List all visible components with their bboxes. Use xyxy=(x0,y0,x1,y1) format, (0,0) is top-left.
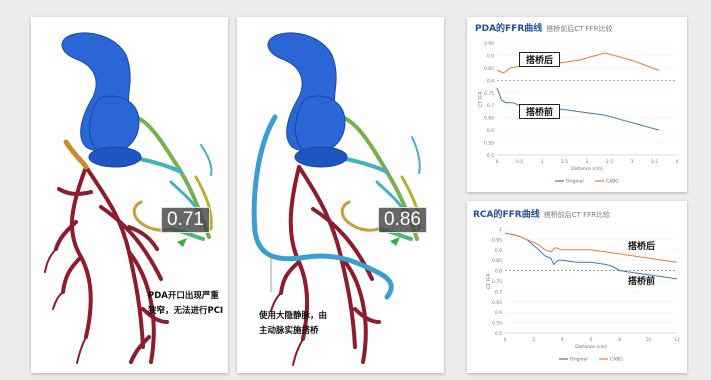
lesion-note-line1: PDA开口出现严重 xyxy=(148,291,219,301)
x-tick-label: 10 xyxy=(645,337,651,343)
x-tick-label: 2 xyxy=(532,337,535,343)
aorta xyxy=(267,32,348,168)
series-line-cabg xyxy=(504,232,678,263)
y-tick-label: 0.8 xyxy=(487,78,494,84)
annotation-before-bypass: 搭桥前 xyxy=(628,277,656,287)
ffr-value-box: 0.86 xyxy=(378,207,427,233)
chart-subtitle: 搭桥前后CT FFR比较 xyxy=(546,25,613,33)
y-axis-label: CT FFR xyxy=(478,91,484,107)
y-tick-label: 0.7 xyxy=(495,289,502,295)
legend-label: Original xyxy=(566,179,584,185)
legend-label: CABG xyxy=(606,179,619,185)
y-tick-label: 0.6 xyxy=(487,128,494,134)
x-tick-label: 2.5 xyxy=(606,159,613,165)
legend-label: Original xyxy=(570,357,588,363)
y-tick-label: 0.75 xyxy=(484,91,494,97)
y-tick-label: 0.65 xyxy=(492,300,502,306)
annotation-after-bypass: 搭桥后 xyxy=(628,242,656,252)
x-tick-label: 8 xyxy=(618,337,621,343)
left-coronary-tree xyxy=(54,165,169,364)
annotation-after-bypass: 搭桥后 xyxy=(519,52,561,67)
pre-bypass-vessel-model xyxy=(44,32,213,364)
y-tick-label: 0.85 xyxy=(484,66,494,72)
y-tick-label: 0.75 xyxy=(492,279,502,285)
lesion-note: PDA开口出现严重 狭窄，无法进行PCI xyxy=(148,289,223,319)
pre-bypass-model-panel: 0.71 PDA开口出现严重 狭窄，无法进行PCI xyxy=(31,17,228,373)
y-tick-label: 0.55 xyxy=(492,321,502,327)
rca-ffr-chart-panel: RCA的FFR曲线 搭桥前后CT FFR比较 0.5 0.55 0.6 0.65 0.7 0… xyxy=(467,201,687,373)
y-tick-label: 0.65 xyxy=(484,116,494,122)
stenosis-marker-icon xyxy=(390,237,400,246)
y-tick-label: 0.8 xyxy=(495,269,502,275)
left-coronary-tree xyxy=(279,165,381,364)
bypass-note-line1: 使用大隐静脉，由 xyxy=(259,311,328,321)
y-tick-label: 0.9 xyxy=(495,248,502,254)
bypass-note: 使用大隐静脉，由 主动脉实施搭桥 xyxy=(259,309,327,339)
y-tick-label: 0.95 xyxy=(492,237,502,243)
y-tick-label: 0.5 xyxy=(495,331,502,337)
x-axis-label: Distance (cm) xyxy=(571,166,603,172)
x-tick-label: 2 xyxy=(586,159,589,165)
y-tick-label: 0.95 xyxy=(484,41,494,47)
x-tick-label: 4 xyxy=(561,337,564,343)
x-tick-label: 0.5 xyxy=(516,159,523,165)
y-tick-label: 0.7 xyxy=(487,103,494,109)
x-tick-label: 1 xyxy=(541,159,544,165)
annotation-before-bypass: 搭桥前 xyxy=(519,104,561,119)
x-tick-label: 3 xyxy=(631,159,634,165)
x-axis-label: Distance (cm) xyxy=(575,344,607,350)
chart-title-text: RCA的FFR曲线 xyxy=(473,210,540,220)
legend-label: CABG xyxy=(610,357,623,363)
chart-subtitle: 搭桥前后CT FFR比较 xyxy=(543,211,611,219)
x-tick-label: 6 xyxy=(590,337,593,343)
post-bypass-model-panel: 0.86 使用大隐静脉，由 主动脉实施搭桥 xyxy=(237,17,444,373)
series-line-cabg xyxy=(496,52,660,74)
y-tick-label: 1 xyxy=(499,227,502,233)
x-tick-label: 1.5 xyxy=(561,159,568,165)
series-line-original xyxy=(504,232,678,280)
x-tick-label: 0 xyxy=(496,159,499,165)
bypass-note-line2: 主动脉实施搭桥 xyxy=(259,326,319,336)
post-bypass-vessel-model xyxy=(251,32,421,366)
aorta xyxy=(61,32,142,168)
y-tick-label: 0.55 xyxy=(484,141,494,147)
lesion-note-line2: 狭窄，无法进行PCI xyxy=(148,306,224,316)
x-tick-label: 0 xyxy=(504,337,507,343)
y-tick-label: 0.85 xyxy=(492,258,502,264)
pda-ffr-chart: 0.50.550.60.650.70.750.80.850.90.950 0.5 1… xyxy=(478,41,679,185)
chart-title-text: PDA的FFR曲线 xyxy=(475,24,543,34)
x-tick-label: 12 xyxy=(674,337,680,343)
x-tick-label: 4 xyxy=(676,159,679,165)
ffr-value-box: 0.71 xyxy=(161,207,210,233)
chart-title: PDA的FFR曲线 搭桥前后CT FFR比较 xyxy=(475,21,613,34)
chart-title: RCA的FFR曲线 搭桥前后CT FFR比较 xyxy=(473,207,610,220)
bypass-graft xyxy=(251,114,394,300)
y-tick-label: 0.9 xyxy=(487,53,494,59)
x-tick-label: 3.5 xyxy=(651,159,658,165)
y-axis-label: CT FFR xyxy=(486,273,492,289)
y-tick-label: 0.5 xyxy=(487,153,494,159)
y-tick-label: 0.6 xyxy=(495,310,502,316)
stenosis-marker-icon xyxy=(177,238,187,247)
pda-ffr-chart-panel: PDA的FFR曲线 搭桥前后CT FFR比较 0.5 0.55 0.6 0.65 0.7 0… xyxy=(467,17,687,192)
